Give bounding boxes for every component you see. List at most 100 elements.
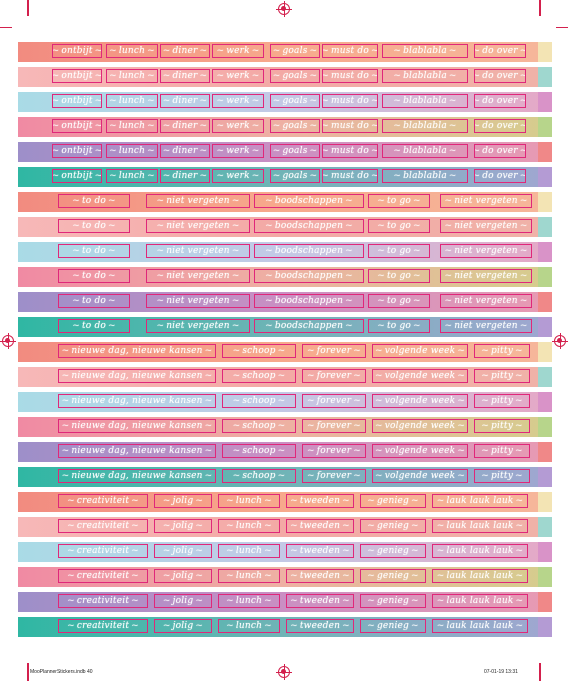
sticker-label[interactable]: genieg <box>360 569 426 583</box>
sticker-label[interactable]: to go <box>368 194 430 208</box>
sticker-label[interactable]: forever <box>302 419 366 433</box>
sticker-label[interactable]: to do <box>58 219 130 233</box>
sticker-label[interactable]: genieg <box>360 544 426 558</box>
sticker-label[interactable]: diner <box>160 169 210 183</box>
sticker-label[interactable]: werk <box>212 94 264 108</box>
sticker-label[interactable]: must do <box>322 144 378 158</box>
sticker-label[interactable]: forever <box>302 394 366 408</box>
sticker-label[interactable]: niet vergeten <box>440 294 532 308</box>
sticker-label[interactable]: jolig <box>154 519 212 533</box>
sticker-label[interactable]: lauk lauk lauk <box>432 619 528 633</box>
sticker-label[interactable]: to do <box>58 194 130 208</box>
sticker-label[interactable]: nieuwe dag, nieuwe kansen <box>58 444 216 458</box>
sticker-label[interactable]: jolig <box>154 494 212 508</box>
sticker-label[interactable]: genieg <box>360 494 426 508</box>
sticker-label[interactable]: lunch <box>106 169 158 183</box>
sticker-label[interactable]: to do <box>58 269 130 283</box>
sticker-label[interactable]: jolig <box>154 594 212 608</box>
sticker-label[interactable]: pitty <box>474 419 530 433</box>
sticker-label[interactable]: to go <box>368 269 430 283</box>
sticker-label[interactable]: goals <box>270 169 320 183</box>
sticker-label[interactable]: tweeden <box>286 594 354 608</box>
sticker-label[interactable]: diner <box>160 94 210 108</box>
sticker-label[interactable]: diner <box>160 69 210 83</box>
sticker-label[interactable]: lunch <box>218 569 280 583</box>
sticker-label[interactable]: schoop <box>222 394 296 408</box>
sticker-label[interactable]: lunch <box>106 94 158 108</box>
sticker-label[interactable]: lauk lauk lauk <box>432 494 528 508</box>
sticker-label[interactable]: jolig <box>154 544 212 558</box>
sticker-label[interactable]: blablabla <box>382 69 468 83</box>
sticker-label[interactable]: volgende week <box>372 419 468 433</box>
sticker-label[interactable]: volgende week <box>372 394 468 408</box>
sticker-label[interactable]: must do <box>322 94 378 108</box>
sticker-label[interactable]: nieuwe dag, nieuwe kansen <box>58 469 216 483</box>
sticker-label[interactable]: creativiteit <box>58 619 148 633</box>
sticker-label[interactable]: to do <box>58 319 130 333</box>
sticker-label[interactable]: niet vergeten <box>146 194 250 208</box>
sticker-label[interactable]: nieuwe dag, nieuwe kansen <box>58 419 216 433</box>
sticker-label[interactable]: forever <box>302 344 366 358</box>
sticker-label[interactable]: goals <box>270 144 320 158</box>
sticker-label[interactable]: do over <box>474 94 526 108</box>
sticker-label[interactable]: forever <box>302 469 366 483</box>
sticker-label[interactable]: boodschappen <box>254 269 364 283</box>
sticker-label[interactable]: forever <box>302 369 366 383</box>
sticker-label[interactable]: werk <box>212 169 264 183</box>
sticker-label[interactable]: blablabla <box>382 119 468 133</box>
sticker-label[interactable]: do over <box>474 144 526 158</box>
sticker-label[interactable]: to do <box>58 294 130 308</box>
sticker-label[interactable]: lunch <box>218 619 280 633</box>
sticker-label[interactable]: blablabla <box>382 44 468 58</box>
sticker-label[interactable]: ontbijt <box>52 119 102 133</box>
sticker-label[interactable]: blablabla <box>382 169 468 183</box>
sticker-label[interactable]: ontbijt <box>52 94 102 108</box>
sticker-label[interactable]: nieuwe dag, nieuwe kansen <box>58 394 216 408</box>
sticker-label[interactable]: pitty <box>474 469 530 483</box>
sticker-label[interactable]: diner <box>160 44 210 58</box>
sticker-label[interactable]: creativiteit <box>58 594 148 608</box>
sticker-label[interactable]: lunch <box>218 594 280 608</box>
sticker-label[interactable]: tweeden <box>286 519 354 533</box>
sticker-label[interactable]: blablabla <box>382 94 468 108</box>
sticker-label[interactable]: lunch <box>106 119 158 133</box>
sticker-label[interactable]: ontbijt <box>52 44 102 58</box>
sticker-label[interactable]: to go <box>368 219 430 233</box>
sticker-label[interactable]: lauk lauk lauk <box>432 569 528 583</box>
sticker-label[interactable]: volgende week <box>372 469 468 483</box>
sticker-label[interactable]: schoop <box>222 369 296 383</box>
sticker-label[interactable]: tweeden <box>286 494 354 508</box>
sticker-label[interactable]: goals <box>270 44 320 58</box>
sticker-label[interactable]: lunch <box>218 519 280 533</box>
sticker-label[interactable]: lunch <box>106 144 158 158</box>
sticker-label[interactable]: creativiteit <box>58 519 148 533</box>
sticker-label[interactable]: lunch <box>218 544 280 558</box>
sticker-label[interactable]: werk <box>212 44 264 58</box>
sticker-label[interactable]: creativiteit <box>58 544 148 558</box>
sticker-label[interactable]: boodschappen <box>254 319 364 333</box>
sticker-label[interactable]: genieg <box>360 594 426 608</box>
sticker-label[interactable]: ontbijt <box>52 144 102 158</box>
sticker-label[interactable]: nieuwe dag, nieuwe kansen <box>58 369 216 383</box>
sticker-label[interactable]: pitty <box>474 394 530 408</box>
sticker-label[interactable]: schoop <box>222 444 296 458</box>
sticker-label[interactable]: goals <box>270 69 320 83</box>
sticker-label[interactable]: lunch <box>106 69 158 83</box>
sticker-label[interactable]: schoop <box>222 469 296 483</box>
sticker-label[interactable]: schoop <box>222 419 296 433</box>
sticker-label[interactable]: do over <box>474 169 526 183</box>
sticker-label[interactable]: must do <box>322 69 378 83</box>
sticker-label[interactable]: niet vergeten <box>440 244 532 258</box>
sticker-label[interactable]: lunch <box>218 494 280 508</box>
sticker-label[interactable]: to go <box>368 319 430 333</box>
sticker-label[interactable]: must do <box>322 119 378 133</box>
sticker-label[interactable]: lauk lauk lauk <box>432 519 528 533</box>
sticker-label[interactable]: do over <box>474 69 526 83</box>
sticker-label[interactable]: diner <box>160 144 210 158</box>
sticker-label[interactable]: genieg <box>360 619 426 633</box>
sticker-label[interactable]: to go <box>368 294 430 308</box>
sticker-label[interactable]: niet vergeten <box>146 294 250 308</box>
sticker-label[interactable]: blablabla <box>382 144 468 158</box>
sticker-label[interactable]: niet vergeten <box>146 219 250 233</box>
sticker-label[interactable]: ontbijt <box>52 169 102 183</box>
